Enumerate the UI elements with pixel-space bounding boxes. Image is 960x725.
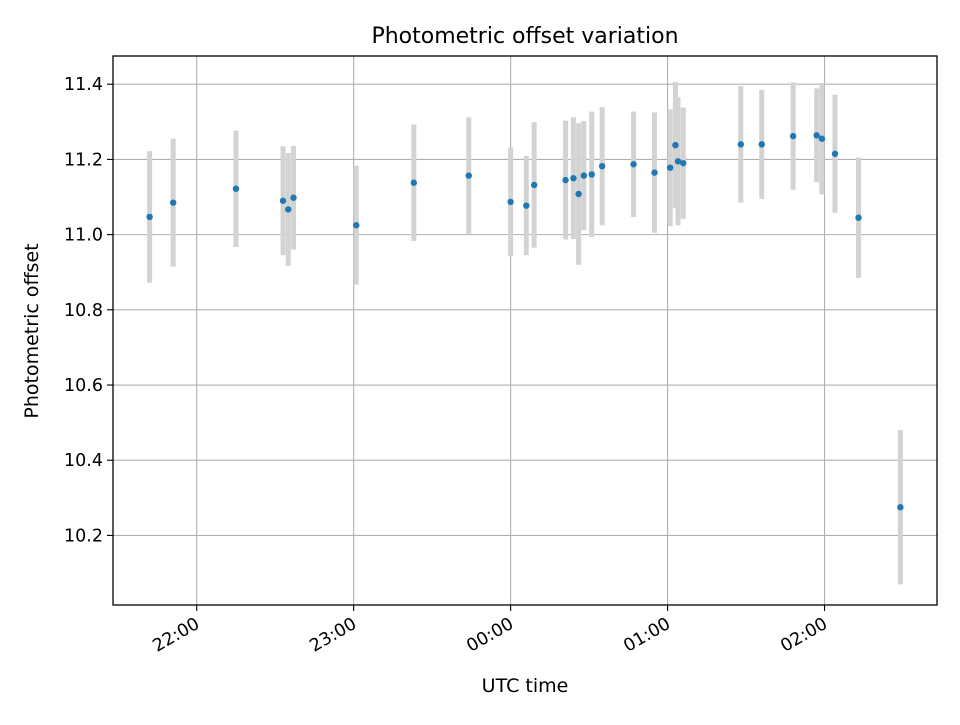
data-point — [588, 171, 595, 178]
y-tick-label: 10.8 — [64, 301, 103, 321]
data-point — [674, 158, 682, 165]
data-point — [813, 132, 820, 139]
data-point — [737, 141, 745, 148]
data-point — [575, 190, 582, 198]
data-point — [507, 198, 514, 206]
y-tick-label: 10.4 — [64, 451, 103, 471]
data-point — [523, 202, 530, 209]
chart-title: Photometric offset variation — [371, 24, 678, 49]
y-tick-label: 11.4 — [64, 75, 103, 95]
data-point — [285, 206, 292, 213]
data-point — [758, 141, 765, 148]
data-point — [410, 179, 418, 186]
y-axis-label: Photometric offset — [21, 243, 43, 418]
data-point — [169, 199, 177, 206]
data-point — [666, 164, 674, 171]
data-point — [818, 135, 826, 142]
data-point — [630, 161, 637, 168]
x-axis-label: UTC time — [482, 675, 569, 697]
y-tick-label: 10.2 — [64, 526, 103, 546]
data-point — [855, 214, 862, 221]
data-point — [562, 176, 569, 184]
y-tick-label: 11.0 — [64, 226, 103, 246]
data-point — [680, 159, 687, 167]
data-point — [598, 162, 606, 170]
plot-frame — [112, 55, 938, 606]
y-tick-label: 10.6 — [64, 376, 103, 396]
data-point — [146, 213, 153, 221]
data-point — [831, 150, 839, 157]
data-point — [570, 175, 577, 182]
data-point — [897, 504, 904, 511]
data-point — [580, 172, 588, 179]
data-point — [353, 222, 360, 229]
data-point — [651, 169, 658, 176]
y-tick-label: 11.2 — [64, 150, 103, 170]
y-axis-ticks: 10.2 10.4 10.6 10.8 11.0 11.2 11.4 — [64, 75, 113, 546]
data-point — [465, 172, 472, 179]
data-point — [232, 185, 240, 192]
data-point — [279, 197, 287, 204]
point-layer — [146, 132, 904, 511]
data-point — [290, 194, 297, 201]
data-point — [672, 141, 679, 149]
data-point — [789, 132, 797, 140]
data-point — [530, 181, 538, 189]
